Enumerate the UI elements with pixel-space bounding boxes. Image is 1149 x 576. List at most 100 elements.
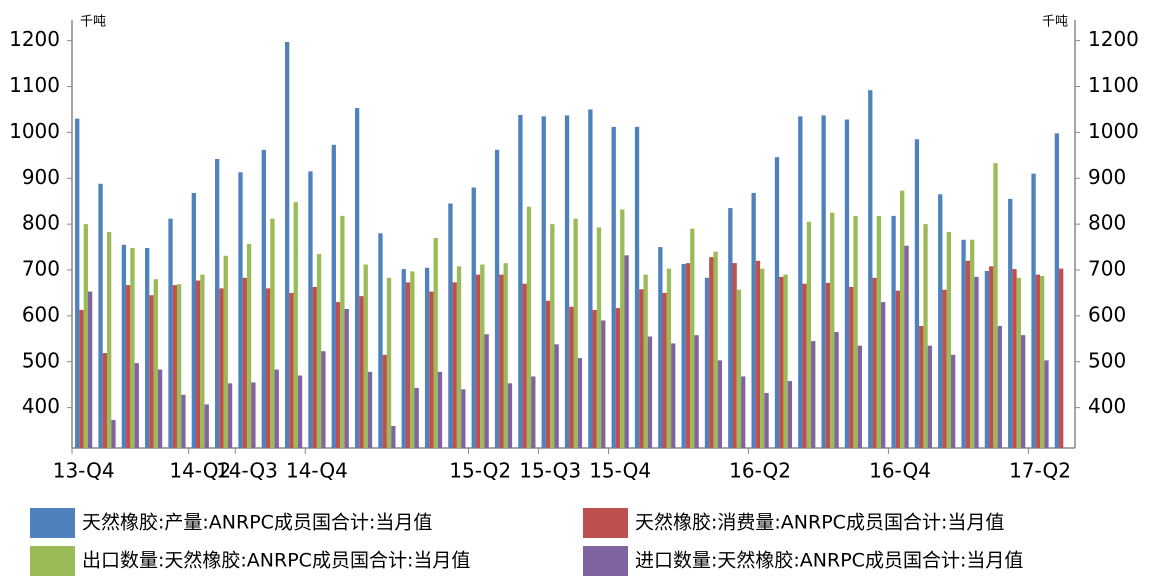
x-tick-label: 13-Q4	[53, 459, 115, 483]
bar	[857, 345, 863, 448]
y-tick-label: 1100	[9, 73, 60, 97]
bar	[429, 291, 434, 448]
bar	[961, 239, 966, 448]
bar	[526, 206, 532, 448]
y-tick-label: 600	[22, 302, 60, 326]
bar	[106, 231, 112, 448]
bar	[681, 264, 686, 448]
bar	[153, 279, 158, 448]
x-tick-label: 15-Q4	[589, 459, 651, 483]
bar	[620, 209, 625, 448]
bar	[643, 274, 648, 448]
bar	[215, 158, 220, 449]
bar	[834, 331, 839, 448]
bar	[993, 163, 998, 448]
bar	[1044, 360, 1049, 448]
bar	[717, 360, 723, 448]
bar	[1008, 198, 1013, 448]
bar	[545, 300, 551, 448]
bar	[601, 320, 606, 448]
bar	[876, 215, 882, 448]
bar	[798, 116, 803, 448]
bar	[938, 194, 943, 448]
bar	[484, 334, 489, 448]
bar	[219, 288, 224, 448]
y-tick-label: 500	[22, 348, 60, 372]
y-tick-label: 700	[22, 257, 60, 281]
bar	[265, 288, 271, 448]
bar	[588, 109, 593, 449]
bar	[433, 237, 438, 448]
bar	[900, 190, 905, 448]
bar	[1020, 335, 1026, 448]
bar	[359, 296, 364, 448]
bar	[312, 286, 317, 448]
legend-swatch	[30, 508, 75, 538]
bar	[736, 289, 742, 448]
bar	[261, 149, 266, 448]
bar	[518, 114, 523, 449]
x-tick-label: 14-Q2	[169, 459, 231, 483]
bar	[732, 263, 737, 448]
bar	[965, 260, 971, 448]
y-unit: 千吨	[80, 15, 106, 30]
y2-tick-label: 600	[1088, 302, 1126, 326]
bar	[181, 394, 186, 448]
bar	[238, 172, 243, 448]
bar	[354, 108, 360, 448]
bar	[284, 42, 290, 449]
bar	[204, 404, 209, 448]
y2-tick-label: 900	[1088, 165, 1126, 189]
bar	[942, 289, 947, 448]
bar	[391, 425, 396, 448]
bar	[577, 358, 583, 448]
bar	[624, 255, 629, 448]
bar	[289, 292, 294, 448]
bar	[335, 302, 341, 448]
bar	[157, 369, 163, 448]
bar	[891, 215, 896, 448]
bar	[989, 266, 994, 448]
bar	[615, 308, 621, 448]
bar	[872, 277, 877, 448]
bar	[1040, 275, 1045, 448]
y-tick-label: 400	[22, 394, 60, 418]
legend-swatch	[583, 546, 628, 576]
bar	[363, 264, 368, 448]
bar	[634, 126, 640, 448]
x-tick-label: 17-Q2	[1009, 459, 1071, 483]
bar	[774, 157, 780, 448]
bar	[223, 255, 228, 448]
y2-tick-label: 800	[1088, 211, 1126, 235]
bar	[270, 218, 275, 448]
y2-tick-label: 1200	[1088, 27, 1139, 51]
bar	[755, 260, 761, 448]
bar	[378, 233, 383, 448]
bar	[98, 183, 103, 448]
bar	[919, 325, 924, 448]
legend-label: 天然橡胶:消费量:ANRPC成员国合计:当月值	[635, 512, 1004, 534]
bar	[802, 283, 807, 448]
bar	[111, 420, 116, 448]
bar	[690, 228, 695, 448]
x-tick-label: 15-Q3	[519, 459, 581, 483]
bar	[946, 231, 952, 448]
bar	[760, 268, 765, 448]
bar	[293, 202, 298, 448]
bar	[685, 263, 691, 448]
bar	[779, 276, 784, 448]
bar	[751, 192, 756, 448]
bar	[592, 309, 597, 448]
bar	[227, 383, 233, 448]
bar	[550, 224, 555, 448]
y-tick-label: 1200	[9, 27, 60, 51]
bar	[480, 264, 485, 448]
bar	[75, 118, 80, 448]
bar	[728, 208, 733, 448]
bar	[914, 139, 920, 448]
bar	[821, 115, 826, 448]
bar	[191, 192, 196, 448]
bar	[308, 171, 313, 448]
y2-tick-label: 700	[1088, 257, 1126, 281]
bar	[149, 295, 154, 448]
